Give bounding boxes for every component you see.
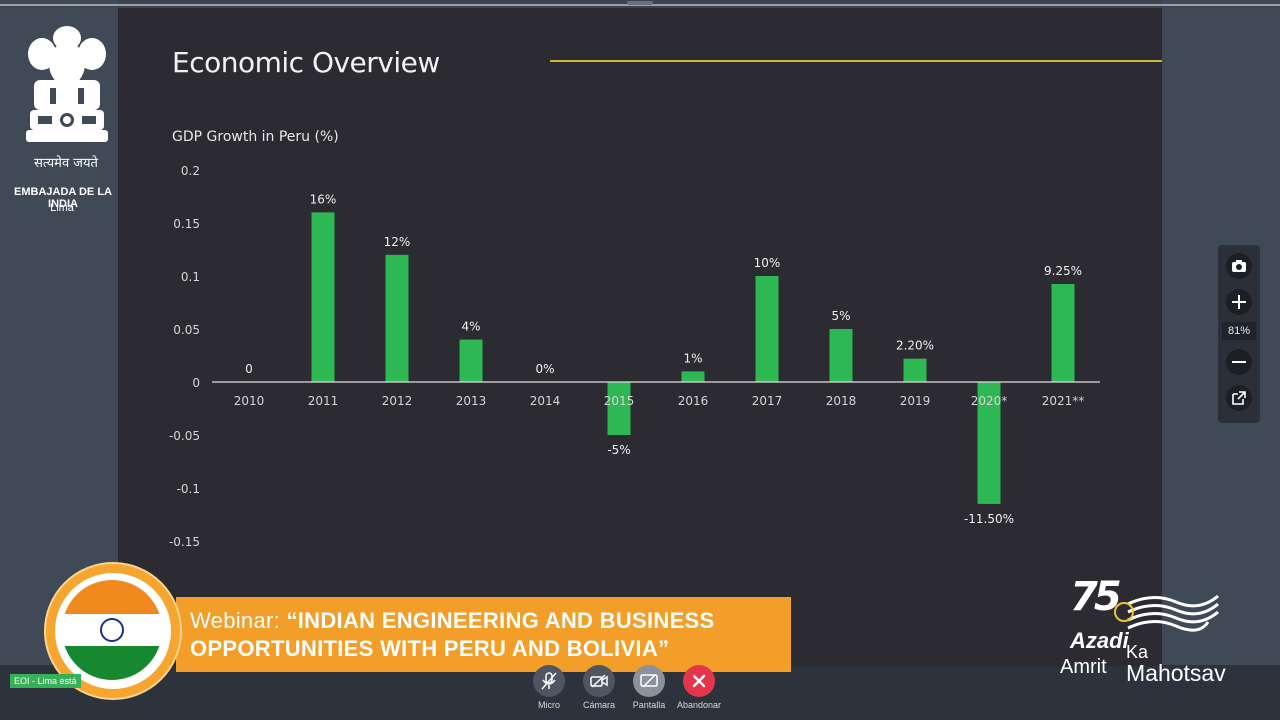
y-tick-label: -0.15 [169, 535, 200, 549]
camera-off-icon [590, 674, 608, 688]
data-label: 12% [384, 235, 411, 249]
bar [681, 371, 705, 382]
webinar-banner: Webinar: “INDIAN ENGINEERING AND BUSINES… [176, 597, 791, 672]
bar [311, 212, 335, 382]
x-tick-label: 2013 [456, 394, 487, 408]
y-tick-label: 0.05 [173, 323, 200, 337]
x-tick-label: 2020* [971, 394, 1008, 408]
azadi-word-2: Ka [1126, 642, 1149, 662]
banner-title: “INDIAN ENGINEERING AND BUSINESS OPPORTU… [190, 608, 715, 661]
x-tick-label: 2012 [382, 394, 413, 408]
leave-button[interactable]: Abandonar [669, 665, 729, 710]
plus-icon [1232, 295, 1246, 309]
azadi-word-1: Azadi [1070, 628, 1129, 653]
top-border [0, 4, 1280, 6]
x-tick-label: 2017 [752, 394, 783, 408]
banner-text: Webinar: “INDIAN ENGINEERING AND BUSINES… [190, 607, 780, 663]
data-label: 2.20% [896, 339, 934, 353]
minus-icon [1232, 361, 1246, 363]
data-label: 1% [683, 351, 702, 365]
x-tick-label: 2021** [1042, 394, 1085, 408]
bar [903, 358, 927, 382]
x-tick-label: 2019 [900, 394, 931, 408]
x-tick-label: 2016 [678, 394, 709, 408]
azadi-number: 75 [1070, 574, 1122, 620]
data-label: 16% [310, 192, 337, 206]
embassy-name: EMBAJADA DE LA INDIA [14, 186, 112, 210]
azadi-word-4: Mahotsav [1126, 660, 1226, 686]
data-label: 10% [754, 256, 781, 270]
x-tick-label: 2015 [604, 394, 635, 408]
y-tick-label: 0 [192, 376, 200, 390]
camera-icon[interactable] [1226, 253, 1252, 279]
azadi-ka-amrit-mahotsav-logo: 75 Azadi Ka Amrit Mahotsav [1058, 574, 1268, 690]
azadi-word-3: Amrit [1060, 656, 1107, 678]
y-tick-label: 0.1 [181, 270, 200, 284]
data-label: 0% [535, 362, 554, 376]
bar [1051, 283, 1075, 382]
india-flag-icon [62, 580, 162, 680]
emblem-motto: सत्यमेव जयते [34, 156, 98, 171]
data-label: -5% [607, 443, 630, 457]
leave-label: Abandonar [676, 700, 722, 710]
title-rule [550, 60, 1162, 62]
x-tick-label: 2014 [530, 394, 561, 408]
microphone-off-icon [541, 672, 557, 690]
camera-label: Cámara [582, 700, 615, 710]
slide-title: Economic Overview [172, 46, 440, 79]
pop-out-button[interactable] [1226, 385, 1252, 411]
zoom-panel: 81% [1218, 245, 1260, 423]
bar [977, 382, 1001, 504]
zoom-out-button[interactable] [1226, 349, 1252, 375]
self-view-label: EOI - Lima está [10, 674, 81, 688]
x-tick-label: 2011 [308, 394, 339, 408]
close-icon [692, 674, 706, 688]
flag-wave-icon [1114, 594, 1219, 632]
gdp-bar-chart: 0.2 0.15 0.1 0.05 0 -0.05 -0.1 -0.15 2010 0 2011 16… [169, 164, 1100, 549]
embassy-city: Lima [50, 202, 74, 214]
screen-share-off-icon [640, 674, 658, 688]
shared-slide: Economic Overview GDP Growth in Peru (%)… [118, 8, 1162, 666]
external-link-icon [1232, 391, 1246, 405]
bar [459, 339, 483, 382]
data-label: 9.25% [1044, 264, 1082, 278]
zoom-level: 81% [1222, 322, 1256, 340]
camera-button[interactable]: Cámara [569, 665, 629, 710]
mic-button[interactable]: Micro [519, 665, 579, 710]
banner-prefix: Webinar: [190, 608, 287, 633]
chakra-icon [100, 618, 124, 642]
data-label: 0 [245, 362, 253, 376]
y-tick-label: 0.2 [181, 164, 200, 178]
data-label: 4% [461, 320, 480, 334]
ashoka-emblem-icon [26, 26, 108, 142]
y-tick-label: 0.15 [173, 217, 200, 231]
chart-title: GDP Growth in Peru (%) [172, 129, 339, 145]
bar [755, 276, 779, 382]
data-label: -11.50% [964, 512, 1014, 526]
y-tick-label: -0.1 [177, 482, 200, 496]
screen-share-button[interactable]: Pantalla [619, 665, 679, 710]
x-tick-label: 2018 [826, 394, 857, 408]
x-tick-label: 2010 [234, 394, 265, 408]
bar [385, 254, 409, 382]
y-tick-label: -0.05 [169, 429, 200, 443]
drag-handle[interactable] [627, 1, 653, 5]
bar [829, 329, 853, 382]
mic-label: Micro [538, 700, 560, 710]
zoom-in-button[interactable] [1226, 289, 1252, 315]
screen-share-label: Pantalla [632, 700, 666, 710]
data-label: 5% [831, 309, 850, 323]
bar [607, 382, 631, 435]
